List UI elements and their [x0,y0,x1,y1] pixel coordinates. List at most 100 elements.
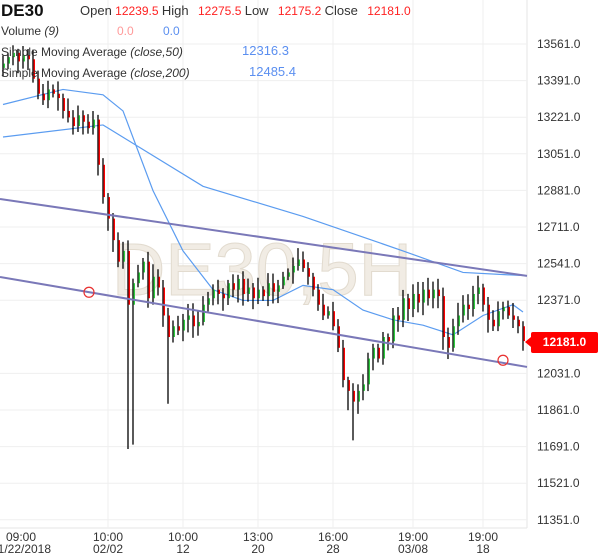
sma200-name: Simple Moving Average [1,66,127,80]
candle [237,274,240,303]
candle-body [238,278,240,290]
candle [372,343,375,371]
candle-body [118,240,120,262]
trendlines[interactable] [0,198,528,368]
candle-body [463,304,465,316]
candle [307,262,310,285]
candle [2,55,5,77]
candle [432,281,435,309]
candle [417,281,420,313]
candle [347,376,350,411]
candle [522,321,525,351]
x-tick-time: 09:00 [6,530,36,544]
sma200-legend: Simple Moving Average (close,200) [1,66,190,80]
candle-body [168,315,170,338]
candle [512,302,515,329]
candles [2,45,525,449]
candle [292,257,295,284]
candle [102,158,105,204]
candle-body [83,115,85,122]
candle-body [113,218,115,241]
candle-body [403,298,405,320]
sma200-line [2,124,524,277]
candle-body [333,311,335,327]
candle [442,287,445,350]
candle-body [423,289,425,303]
candle [62,93,65,119]
candle [262,286,265,301]
candle [27,48,30,71]
candle [267,273,270,307]
candle-body [383,337,385,359]
y-tick-label: 13051.0 [537,147,581,161]
candle-body [288,272,290,277]
candle-body [163,287,165,316]
candle [412,284,415,318]
candle-body [18,52,20,62]
candle-body [268,283,270,297]
candle-body [33,59,35,79]
time-axis[interactable]: 09:0001/22/201810:0002/0210:001213:00201… [0,530,498,556]
candle [167,307,170,404]
candle-body [348,380,350,391]
candle-body [398,315,400,320]
low-value: 12175.2 [277,4,322,18]
candle-body [503,306,505,312]
candle-body [523,326,525,342]
candle [37,70,40,100]
sma50-value: 12316.3 [242,43,289,58]
candle [472,285,475,317]
candle-body [263,289,265,297]
candle [452,318,455,352]
candle-body [103,164,105,198]
candle [122,241,125,269]
sma50-param: (close,50) [130,45,183,59]
candle [507,300,510,319]
candle [77,105,80,132]
candle-body [483,287,485,305]
candle-body [413,293,415,310]
y-tick-label: 11351.0 [537,513,580,527]
price-axis[interactable]: 13561.0 13391.0 13221.0 13051.0 12881.0 12711… [537,37,581,527]
candle [17,48,20,74]
high-label: High [161,3,189,18]
candle-body [198,321,200,327]
candle-body [443,296,445,338]
candle [392,307,395,349]
y-tick-label: 12881.0 [537,183,581,197]
candle-body [153,276,155,299]
candle-body [93,119,95,129]
candle-body [148,261,150,299]
candle-body [233,283,235,290]
candle [7,52,10,70]
high-value: 12275.5 [197,4,242,18]
candle [177,315,180,336]
candle [32,49,35,83]
y-tick-label: 12541.0 [537,257,581,271]
candle-body [308,268,310,277]
candle [357,384,360,414]
candle [42,83,45,105]
candle [297,248,300,271]
symbol-title: DE30 [1,1,44,20]
candle-body [158,276,160,288]
candle [207,291,210,312]
candle [517,316,520,334]
candle-body [208,298,210,305]
candle-body [363,384,365,391]
ohlc-legend: Open 12239.5 High 12275.5 Low 12175.2 Cl… [80,3,411,18]
candle-body [303,259,305,269]
candle-body [318,289,320,305]
candle-body [253,287,255,299]
y-tick-label: 12031.0 [537,366,581,380]
sma50-legend: Simple Moving Average (close,50) [1,45,183,59]
candle [422,281,425,316]
candle-body [98,119,100,165]
candle [197,311,200,336]
x-tick-time: 16:00 [318,530,348,544]
lower-channel-line [0,275,528,368]
current-price-tag: 12181.0 [525,332,598,353]
anchor-marker [497,354,509,366]
candle-body [108,197,110,219]
